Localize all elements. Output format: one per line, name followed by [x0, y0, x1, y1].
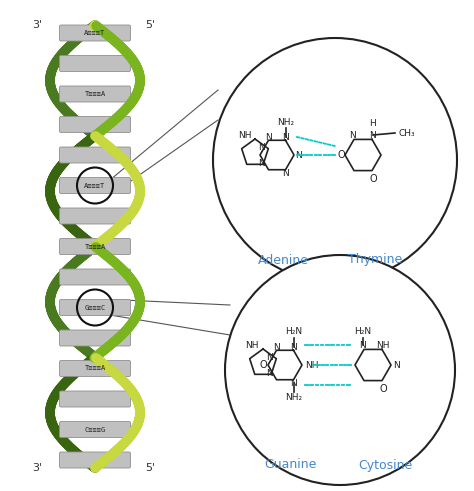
Text: C≡≡≡G: C≡≡≡G	[84, 427, 106, 433]
Text: N: N	[266, 353, 273, 361]
Text: N: N	[291, 343, 297, 352]
Text: N: N	[360, 340, 366, 350]
Text: NH₂: NH₂	[285, 393, 302, 403]
FancyBboxPatch shape	[60, 55, 130, 72]
FancyBboxPatch shape	[60, 330, 130, 346]
Text: 5': 5'	[145, 20, 155, 30]
Text: Adenine: Adenine	[257, 253, 309, 267]
Text: 5': 5'	[145, 463, 155, 473]
FancyBboxPatch shape	[60, 208, 130, 224]
Text: O: O	[259, 360, 267, 370]
FancyBboxPatch shape	[60, 178, 130, 193]
Text: 3': 3'	[32, 20, 42, 30]
Text: NH: NH	[376, 340, 390, 350]
Text: N: N	[291, 379, 297, 387]
Text: NH₂: NH₂	[277, 117, 294, 127]
FancyBboxPatch shape	[60, 391, 130, 407]
Text: T≡≡≡A: T≡≡≡A	[84, 244, 106, 249]
Text: O: O	[379, 384, 387, 394]
Text: CH₃: CH₃	[399, 129, 416, 137]
Text: N: N	[265, 133, 273, 141]
Text: H: H	[370, 118, 376, 128]
Text: A≡≡≡T: A≡≡≡T	[84, 30, 106, 36]
FancyBboxPatch shape	[60, 300, 130, 316]
Text: O: O	[369, 174, 377, 184]
Text: T≡≡≡A: T≡≡≡A	[84, 91, 106, 97]
FancyBboxPatch shape	[60, 360, 130, 377]
Text: 3': 3'	[32, 463, 42, 473]
Text: N: N	[370, 131, 376, 139]
Text: Guanine: Guanine	[264, 459, 316, 471]
Text: NH: NH	[305, 360, 319, 370]
Text: N: N	[273, 343, 281, 352]
Circle shape	[225, 255, 455, 485]
Text: H₂N: H₂N	[355, 327, 372, 336]
Text: H₂N: H₂N	[285, 327, 302, 336]
FancyBboxPatch shape	[60, 86, 130, 102]
Text: N: N	[295, 151, 302, 160]
Text: T≡≡≡A: T≡≡≡A	[84, 365, 106, 372]
FancyBboxPatch shape	[60, 452, 130, 468]
Circle shape	[213, 38, 457, 282]
Text: N: N	[266, 369, 273, 378]
Text: G≡≡≡C: G≡≡≡C	[84, 304, 106, 310]
Text: N: N	[259, 159, 265, 167]
Text: N: N	[350, 131, 356, 139]
FancyBboxPatch shape	[60, 147, 130, 163]
FancyBboxPatch shape	[60, 25, 130, 41]
Text: NH: NH	[245, 340, 259, 350]
Text: N: N	[283, 168, 289, 178]
FancyBboxPatch shape	[60, 269, 130, 285]
FancyBboxPatch shape	[60, 421, 130, 437]
Text: Cytosine: Cytosine	[358, 459, 412, 471]
Text: Thymine: Thymine	[348, 253, 402, 267]
Text: N: N	[259, 142, 265, 152]
Text: A≡≡≡T: A≡≡≡T	[84, 183, 106, 189]
Text: N: N	[393, 360, 400, 370]
Text: N: N	[283, 133, 289, 141]
FancyBboxPatch shape	[60, 239, 130, 254]
FancyBboxPatch shape	[60, 116, 130, 133]
Text: NH: NH	[238, 131, 252, 139]
Text: O: O	[337, 150, 345, 160]
